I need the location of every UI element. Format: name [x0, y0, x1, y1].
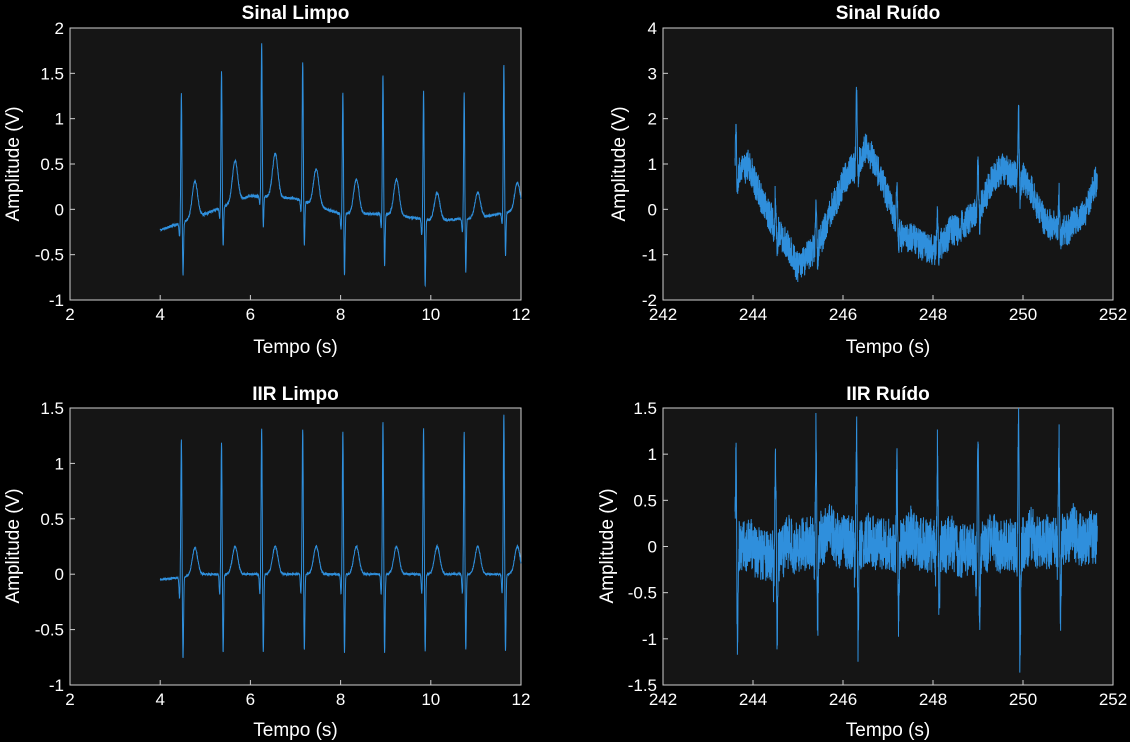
x-tick-label: 246 [829, 305, 857, 324]
x-tick-label: 248 [919, 305, 947, 324]
y-tick-label: 2 [55, 19, 64, 38]
subplot-title: Sinal Ruído [836, 3, 941, 24]
signal-line [159, 43, 522, 288]
x-axis-label: Tempo (s) [253, 337, 337, 358]
x-tick-label: 244 [739, 690, 767, 709]
y-tick-label: 3 [648, 64, 657, 83]
y-tick-label: -1 [49, 676, 64, 695]
plot-area [662, 27, 1114, 301]
y-tick-label: 1 [55, 454, 64, 473]
y-tick-label: 0 [648, 538, 657, 557]
y-tick-label: 2 [648, 110, 657, 129]
x-axis-label: Tempo (s) [846, 720, 930, 741]
y-axis-label: Amplitude (V) [597, 488, 618, 603]
x-tick-label: 6 [246, 305, 255, 324]
x-tick-label: 6 [246, 690, 255, 709]
x-tick-label: 2 [65, 305, 74, 324]
x-tick-label: 10 [421, 690, 440, 709]
x-ticks: 242 244 246 248 250 252 [649, 295, 1127, 324]
subplot-iir-ruido: 242 244 246 248 250 252 -1.5 -1 -0.5 0 0.5 1 1.5 II… [597, 384, 1127, 741]
x-ticks: 2 4 6 8 10 12 [65, 680, 530, 709]
plot-area [69, 407, 522, 686]
x-ticks: 2 4 6 8 10 12 [65, 295, 530, 324]
subplot-iir-limpo: 2 4 6 8 10 12 -1 -0.5 0 0.5 1 1.5 IIR Limpo Tempo … [3, 384, 530, 741]
y-tick-label: 1 [55, 110, 64, 129]
y-ticks: -1.5 -1 -0.5 0 0.5 1 1.5 [628, 399, 668, 695]
x-tick-label: 4 [155, 305, 164, 324]
x-axis-label: Tempo (s) [846, 337, 930, 358]
y-tick-label: -2 [642, 291, 657, 310]
y-tick-label: 0 [55, 565, 64, 584]
y-axis-label: Amplitude (V) [3, 106, 24, 221]
y-tick-label: 0.5 [40, 510, 64, 529]
x-ticks: 242 244 246 248 250 252 [649, 680, 1127, 709]
subplot-sinal-ruido: 242 244 246 248 250 252 -2 -1 0 1 2 3 4 Sinal Ruído… [609, 3, 1127, 358]
x-tick-label: 250 [1009, 690, 1037, 709]
signal-line [734, 407, 1098, 673]
y-tick-label: -1 [642, 630, 657, 649]
y-tick-label: 0 [55, 200, 64, 219]
x-tick-label: 252 [1099, 305, 1127, 324]
y-ticks: -1 -0.5 0 0.5 1 1.5 2 [35, 19, 75, 310]
subplot-title: IIR Ruído [846, 384, 929, 405]
x-axis-label: Tempo (s) [253, 720, 337, 741]
x-tick-label: 244 [739, 305, 767, 324]
y-tick-label: 1 [648, 155, 657, 174]
y-ticks: -2 -1 0 1 2 3 4 [642, 19, 668, 310]
subplot-title: Sinal Limpo [242, 3, 350, 24]
x-tick-label: 2 [65, 690, 74, 709]
y-tick-label: 0 [648, 200, 657, 219]
y-tick-label: -1.5 [628, 676, 657, 695]
y-tick-label: -1 [642, 246, 657, 265]
x-tick-label: 242 [649, 305, 677, 324]
y-tick-label: -0.5 [628, 584, 657, 603]
y-tick-label: 0.5 [40, 155, 64, 174]
y-tick-label: 1.5 [40, 64, 64, 83]
y-tick-label: 1 [648, 445, 657, 464]
signal-line [734, 86, 1098, 283]
x-tick-label: 252 [1099, 690, 1127, 709]
y-axis-label: Amplitude (V) [609, 106, 630, 221]
y-tick-label: 1.5 [40, 399, 64, 418]
x-tick-label: 12 [512, 305, 531, 324]
x-tick-label: 4 [155, 690, 164, 709]
plot-area [69, 27, 522, 301]
x-tick-label: 8 [336, 305, 345, 324]
y-axis-label: Amplitude (V) [3, 488, 24, 603]
x-tick-label: 250 [1009, 305, 1037, 324]
y-tick-label: -1 [49, 291, 64, 310]
y-tick-label: 1.5 [633, 399, 657, 418]
subplot-sinal-limpo: 2 4 6 8 10 12 -1 -0.5 0 0.5 1 1.5 2 Sinal Limpo Tem… [3, 3, 530, 358]
y-tick-label: -0.5 [35, 621, 64, 640]
x-tick-label: 8 [336, 690, 345, 709]
x-tick-label: 246 [829, 690, 857, 709]
x-tick-label: 10 [421, 305, 440, 324]
signal-line [159, 414, 522, 658]
x-tick-label: 12 [512, 690, 531, 709]
y-tick-label: -0.5 [35, 246, 64, 265]
y-tick-label: 4 [648, 19, 657, 38]
subplot-title: IIR Limpo [252, 384, 339, 405]
y-ticks: -1 -0.5 0 0.5 1 1.5 [35, 399, 75, 695]
x-tick-label: 248 [919, 690, 947, 709]
x-tick-label: 242 [649, 690, 677, 709]
y-tick-label: 0.5 [633, 491, 657, 510]
